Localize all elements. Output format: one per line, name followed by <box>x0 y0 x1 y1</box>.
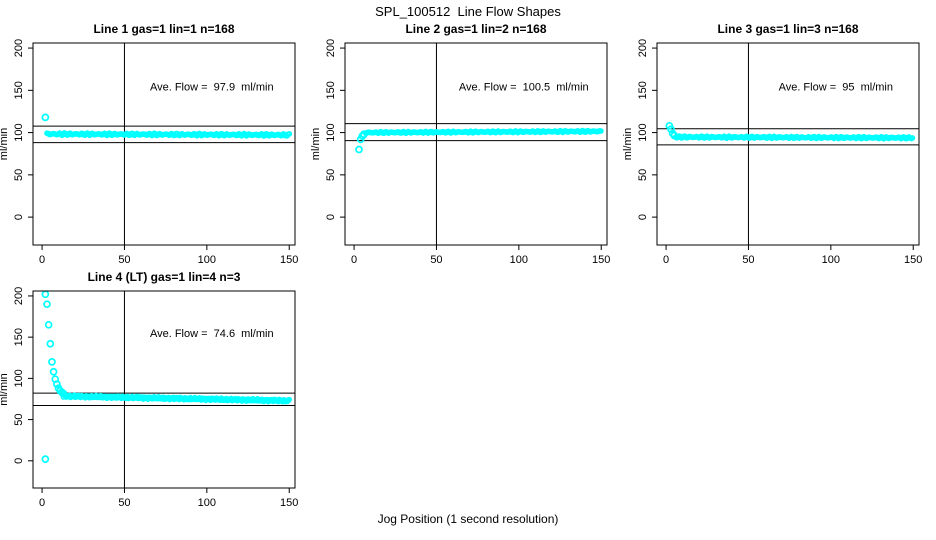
x-tick-label: 150 <box>592 254 610 266</box>
y-axis-label: ml/min <box>0 373 10 405</box>
y-tick-label: 200 <box>637 39 649 57</box>
data-point <box>43 300 51 309</box>
x-tick-label: 0 <box>351 254 357 266</box>
panel-1-annotation: Ave. Flow = 97.9 ml/min <box>150 81 274 93</box>
y-tick-label: 50 <box>637 169 649 181</box>
data-point <box>49 367 58 376</box>
y-tick-label: 50 <box>13 169 25 181</box>
panel-4-box <box>32 290 296 489</box>
panel-3-box <box>656 42 920 246</box>
y-tick-label: 150 <box>13 81 25 99</box>
x-tick-label: 100 <box>510 254 528 266</box>
data-point <box>355 145 363 154</box>
y-tick-label: 0 <box>637 214 649 220</box>
data-point <box>670 131 679 140</box>
y-tick-label: 100 <box>325 123 337 141</box>
x-tick-label: 150 <box>280 254 298 266</box>
y-tick-label: 200 <box>325 39 337 57</box>
x-tick-label: 50 <box>118 254 130 266</box>
data-point <box>909 135 916 141</box>
y-tick-label: 100 <box>13 123 25 141</box>
panel-2-annotation: Ave. Flow = 100.5 ml/min <box>459 81 589 93</box>
y-tick-label: 200 <box>13 39 25 57</box>
y-tick-label: 150 <box>637 81 649 99</box>
data-point <box>48 358 56 366</box>
x-tick-label: 50 <box>430 254 442 266</box>
y-axis-label: ml/min <box>0 128 10 160</box>
x-axis-label: Jog Position (1 second resolution) <box>377 512 559 526</box>
figure-title: SPL_100512 Line Flow Shapes <box>375 4 561 19</box>
y-tick-label: 200 <box>13 287 25 305</box>
panel-4-title: Line 4 (LT) gas=1 lin=4 n=3 <box>88 270 241 284</box>
data-point <box>360 130 368 139</box>
data-point <box>286 396 293 403</box>
x-tick-label: 100 <box>822 254 840 266</box>
panel-2-title: Line 2 gas=1 lin=2 n=168 <box>405 22 546 36</box>
panel-4-annotation: Ave. Flow = 74.6 ml/min <box>150 328 274 340</box>
data-point <box>598 128 604 134</box>
data-point <box>358 132 367 140</box>
x-tick-label: 0 <box>39 254 45 266</box>
y-tick-label: 50 <box>325 169 337 181</box>
y-tick-label: 100 <box>13 369 25 387</box>
panel-3-title: Line 3 gas=1 lin=3 n=168 <box>717 22 858 36</box>
x-tick-label: 50 <box>118 497 130 509</box>
x-tick-label: 150 <box>904 254 922 266</box>
data-point <box>59 389 68 398</box>
data-point <box>41 290 50 299</box>
x-tick-label: 100 <box>198 497 216 509</box>
panel-2-box <box>344 42 608 246</box>
y-tick-label: 100 <box>637 123 649 141</box>
y-tick-label: 150 <box>13 328 25 346</box>
panel-1-title: Line 1 gas=1 lin=1 n=168 <box>93 22 234 36</box>
data-point <box>667 125 675 134</box>
panel-1-box <box>32 42 296 246</box>
data-point <box>41 113 50 122</box>
panel-3-annotation: Ave. Flow = 95 ml/min <box>779 81 893 93</box>
data-point <box>286 131 293 137</box>
y-tick-label: 50 <box>13 413 25 425</box>
data-point <box>46 339 55 348</box>
x-tick-label: 0 <box>663 254 669 266</box>
data-point <box>44 320 53 329</box>
y-tick-label: 0 <box>13 458 25 464</box>
x-tick-label: 100 <box>198 254 216 266</box>
data-point <box>53 380 61 388</box>
y-tick-label: 0 <box>325 214 337 220</box>
y-tick-label: 0 <box>13 214 25 220</box>
y-tick-label: 150 <box>325 81 337 99</box>
y-axis-label: ml/min <box>310 128 322 160</box>
data-point <box>41 455 50 464</box>
y-axis-label: ml/min <box>622 128 634 160</box>
x-tick-label: 150 <box>280 497 298 509</box>
x-tick-label: 0 <box>39 497 45 509</box>
x-tick-label: 50 <box>742 254 754 266</box>
